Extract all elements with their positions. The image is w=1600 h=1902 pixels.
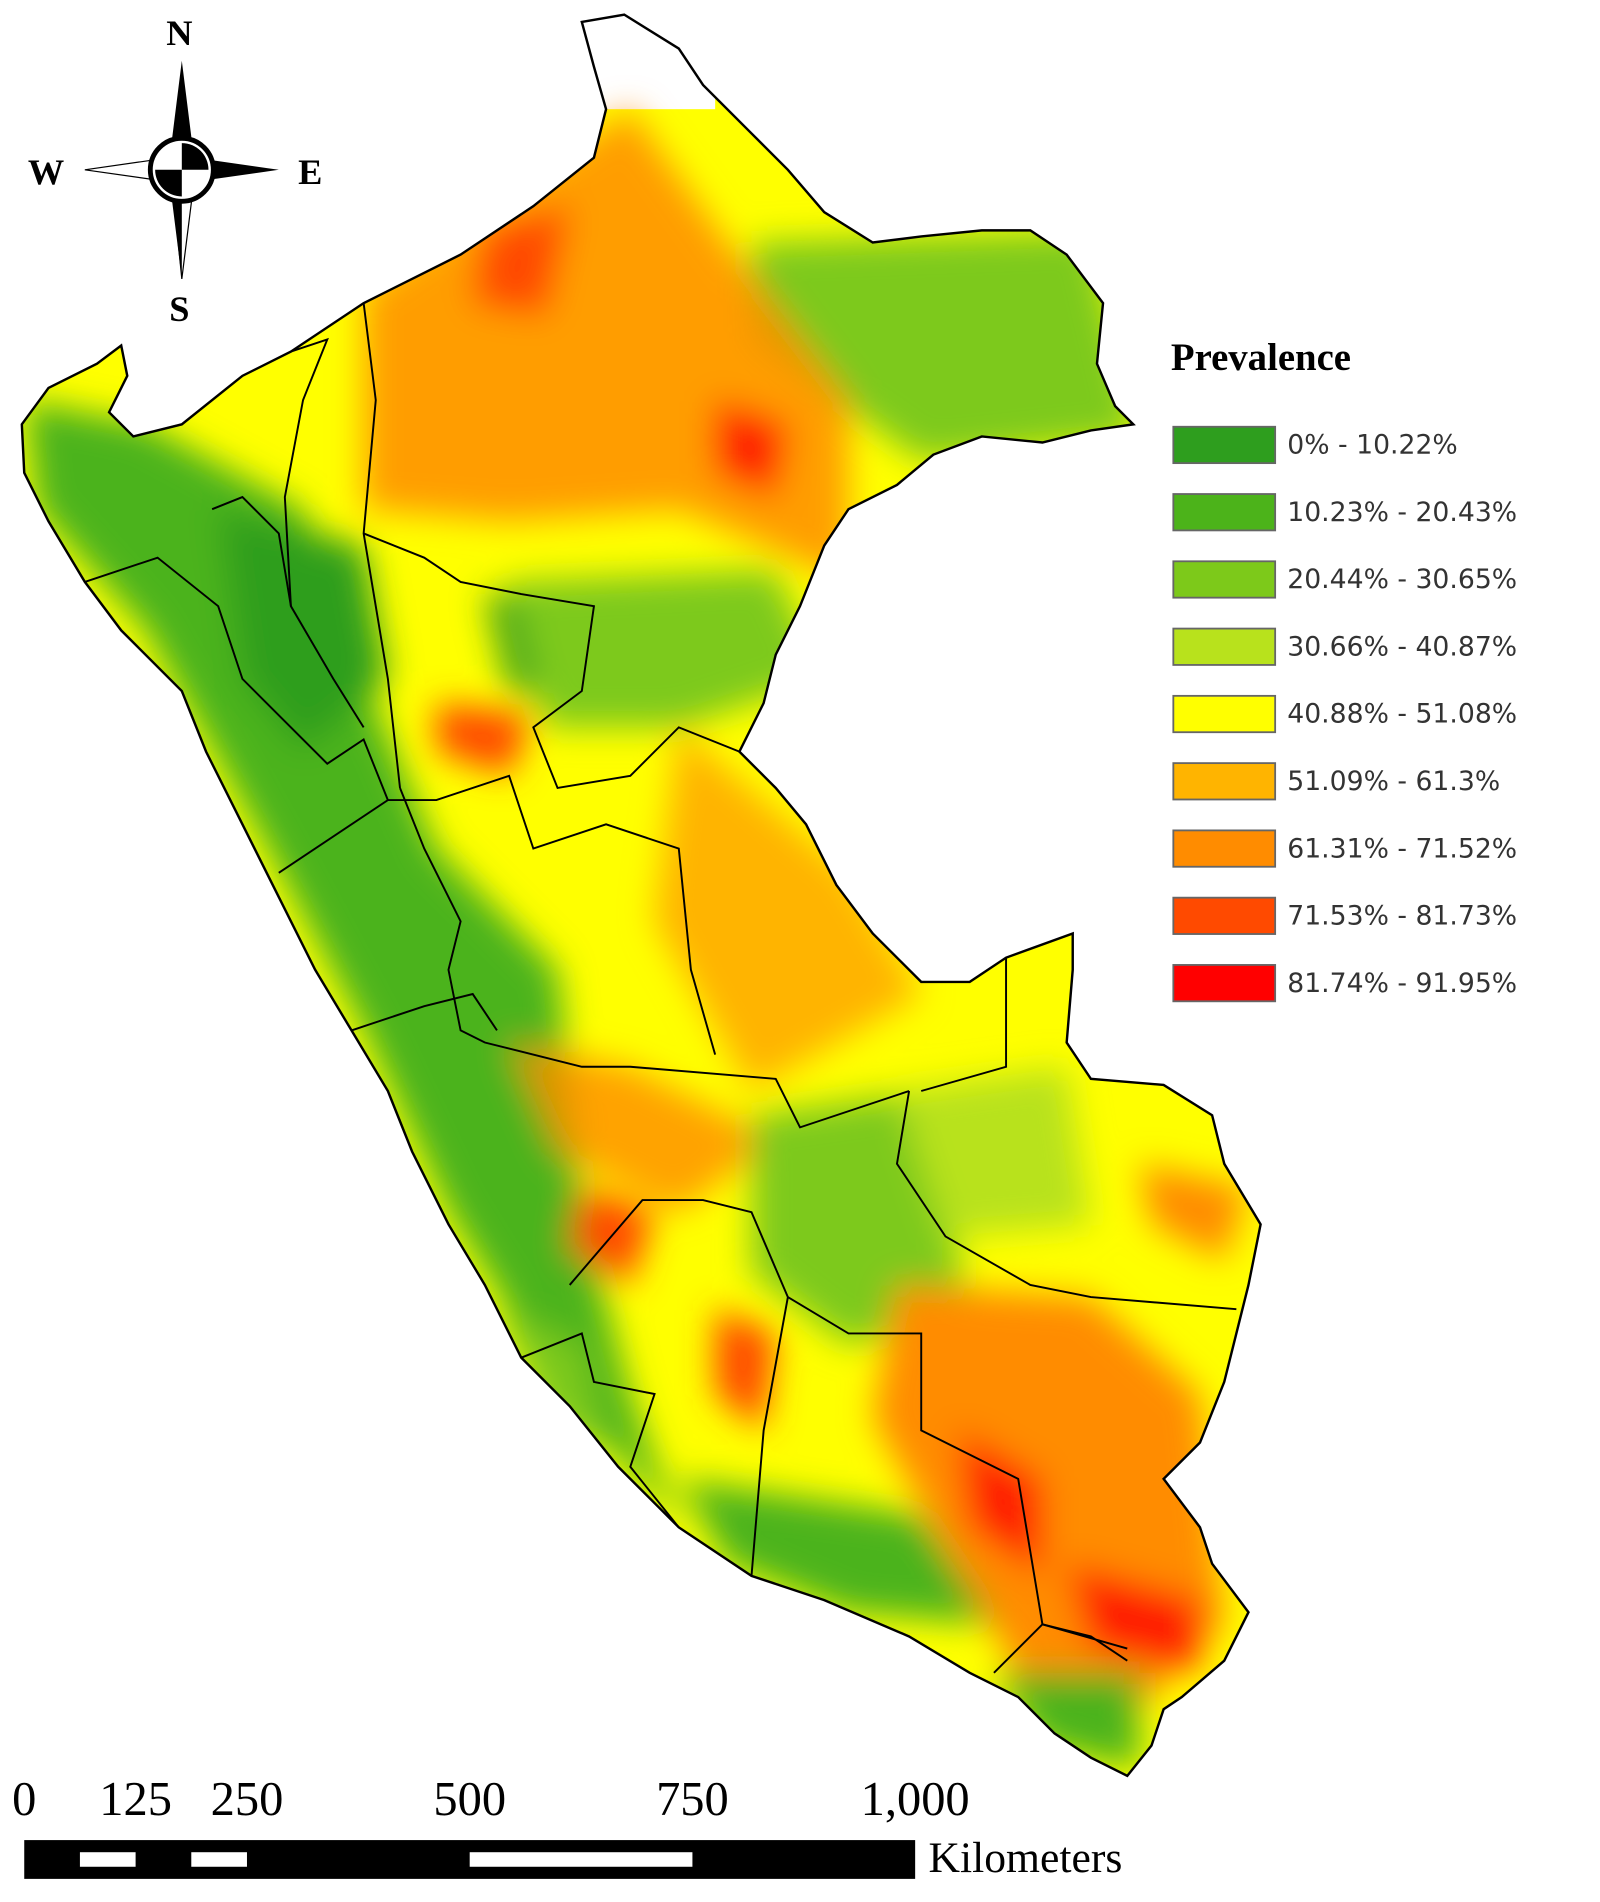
- legend-swatch: [1172, 829, 1277, 868]
- scale-segment: [79, 1852, 136, 1867]
- legend-label: 40.88% - 51.08%: [1287, 699, 1517, 730]
- legend-label: 30.66% - 40.87%: [1287, 631, 1517, 662]
- legend-swatch: [1172, 560, 1277, 599]
- compass-west: W: [28, 152, 64, 192]
- scale-tick-label: 750: [656, 1773, 729, 1826]
- legend-title: Prevalence: [1171, 336, 1351, 379]
- scale-bar: 0 125 250 500 750 1,000: [12, 1773, 970, 1879]
- department-borders: [84, 303, 1237, 1674]
- compass-south: S: [169, 289, 189, 329]
- legend-label: 51.09% - 61.3%: [1287, 766, 1500, 797]
- legend-swatch: [1172, 762, 1277, 801]
- scale-tick-label: 250: [211, 1773, 284, 1826]
- scale-tick-label: 0: [12, 1773, 36, 1826]
- compass-east: E: [298, 152, 322, 192]
- legend-swatch: [1172, 627, 1277, 666]
- legend-label: 61.31% - 71.52%: [1287, 833, 1517, 864]
- scale-tick-label: 125: [99, 1773, 172, 1826]
- legend-swatch: [1172, 493, 1277, 532]
- scale-unit: Kilometers: [928, 1834, 1122, 1882]
- scale-segment: [191, 1852, 247, 1867]
- legend-label: 10.23% - 20.43%: [1287, 497, 1517, 528]
- legend-label: 20.44% - 30.65%: [1287, 564, 1517, 595]
- scale-segment: [469, 1852, 693, 1867]
- scale-tick-label: 1,000: [861, 1773, 970, 1826]
- scale-tick-label: 500: [433, 1773, 506, 1826]
- legend-label: 81.74% - 91.95%: [1287, 968, 1517, 999]
- compass-north: N: [166, 13, 192, 53]
- legend: 0% - 10.22% 10.23% - 20.43% 20.44% - 30.65…: [1172, 425, 1517, 1003]
- legend-swatch: [1172, 694, 1277, 734]
- legend-label: 71.53% - 81.73%: [1287, 901, 1517, 932]
- legend-swatch: [1172, 896, 1277, 935]
- compass-rose: N S E W: [28, 13, 323, 329]
- legend-swatch: [1172, 425, 1277, 465]
- legend-label: 0% - 10.22%: [1287, 430, 1458, 461]
- legend-swatch: [1172, 964, 1277, 1003]
